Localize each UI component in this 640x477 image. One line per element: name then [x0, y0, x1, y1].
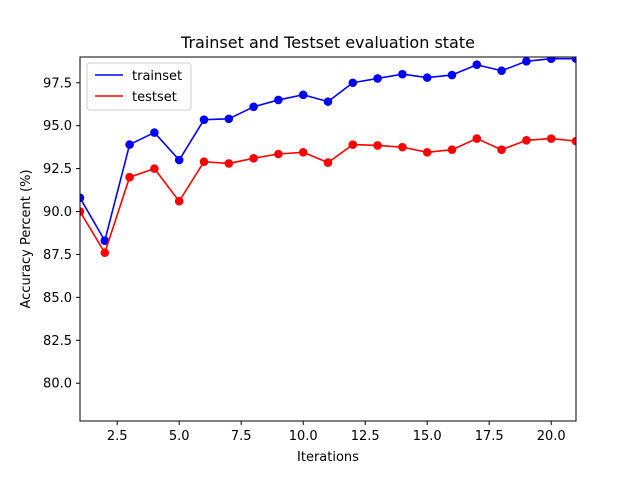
y-tick-label: 97.5 [43, 76, 72, 91]
x-tick-label: 7.5 [231, 429, 252, 444]
data-point-testset [447, 145, 457, 155]
legend-label-testset: testset [132, 90, 177, 105]
data-point-testset [348, 140, 358, 149]
data-point-trainset [125, 140, 134, 149]
data-point-testset [150, 164, 159, 173]
data-point-trainset [522, 57, 531, 66]
data-point-testset [546, 134, 556, 143]
data-point-trainset [298, 90, 308, 100]
data-point-testset [571, 136, 576, 146]
data-point-trainset [174, 155, 184, 165]
data-point-testset [522, 135, 531, 145]
x-tick-label: 2.5 [107, 429, 128, 444]
data-point-testset [373, 141, 382, 150]
data-point-testset [174, 196, 184, 206]
y-axis-label: Accuracy Percent (%) [19, 169, 34, 308]
x-tick-label: 20.0 [537, 429, 566, 444]
data-point-trainset [571, 57, 576, 64]
y-tick-label: 95.0 [43, 119, 72, 134]
data-point-testset [224, 159, 234, 168]
data-point-testset [274, 149, 283, 159]
x-axis: 2.5 5.0 7.5 10.0 12.5 15.0 17.5 20.0 [107, 421, 566, 444]
data-point-testset [100, 248, 110, 258]
data-point-trainset [249, 102, 258, 112]
data-point-testset [398, 142, 407, 152]
chart-title: Trainset and Testset evaluation state [180, 33, 475, 52]
data-point-trainset [447, 70, 457, 80]
y-tick-label: 85.0 [43, 291, 72, 306]
data-point-testset [422, 147, 432, 157]
data-point-trainset [199, 115, 209, 124]
data-point-testset [497, 145, 506, 155]
data-point-testset [298, 147, 308, 157]
x-tick-label: 5.0 [169, 429, 190, 444]
data-point-trainset [398, 69, 407, 79]
y-tick-label: 80.0 [43, 377, 72, 392]
x-tick-label: 10.0 [289, 429, 318, 444]
x-tick-label: 17.5 [475, 429, 504, 444]
data-point-testset [125, 172, 134, 182]
legend: trainset testset [86, 62, 192, 111]
data-point-trainset [373, 74, 382, 83]
data-point-trainset [348, 78, 358, 88]
data-point-testset [80, 207, 85, 216]
data-point-testset [323, 158, 333, 167]
y-axis: 80.0 82.5 85.0 87.5 90.0 92.5 95.0 97.5 [43, 76, 80, 392]
data-point-trainset [100, 236, 110, 246]
y-tick-label: 82.5 [43, 334, 72, 349]
plot-frame [79, 56, 577, 422]
data-point-trainset [323, 97, 333, 106]
y-tick-label: 87.5 [43, 248, 72, 263]
data-point-trainset [224, 114, 234, 124]
data-point-testset [199, 157, 209, 167]
x-tick-label: 15.0 [413, 429, 442, 444]
data-point-testset [249, 154, 258, 163]
data-point-trainset [150, 128, 159, 137]
y-tick-label: 90.0 [43, 205, 72, 220]
data-point-trainset [546, 57, 556, 64]
data-point-trainset [472, 60, 482, 70]
x-axis-label: Iterations [297, 450, 359, 465]
plot-area [80, 57, 576, 421]
data-point-testset [472, 134, 482, 143]
data-point-trainset [80, 193, 85, 203]
legend-label-trainset: trainset [132, 69, 182, 84]
y-tick-label: 92.5 [43, 162, 72, 177]
data-point-trainset [497, 66, 506, 76]
data-point-trainset [274, 95, 283, 105]
x-tick-label: 12.5 [351, 429, 380, 444]
data-point-trainset [422, 73, 432, 82]
series-layer [80, 57, 576, 258]
